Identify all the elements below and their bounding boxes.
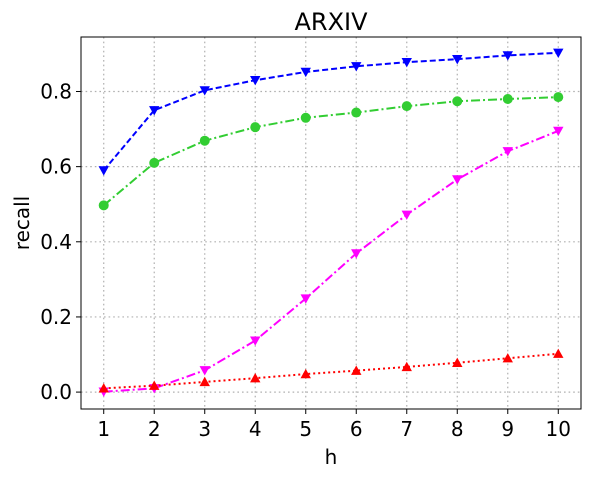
series-line <box>103 352 559 390</box>
data-point <box>351 365 362 375</box>
plot-frame <box>80 36 582 410</box>
data-point <box>502 51 513 61</box>
y-axis-label: recall <box>10 196 34 250</box>
data-point <box>98 383 109 393</box>
y-tick-label: 0.4 <box>40 230 72 254</box>
data-point <box>452 55 463 65</box>
data-point <box>553 348 564 358</box>
x-tick-label: 4 <box>249 417 262 441</box>
data-point <box>401 101 412 112</box>
y-tick-label: 0.6 <box>40 155 72 179</box>
data-point <box>351 249 362 259</box>
data-point <box>300 368 311 379</box>
data-point <box>553 92 564 103</box>
data-point <box>199 135 210 146</box>
x-tick-label: 6 <box>350 417 363 441</box>
data-point <box>401 361 412 372</box>
data-point <box>250 336 261 346</box>
x-tick-label: 9 <box>501 417 514 441</box>
series-1 <box>98 48 564 176</box>
data-point <box>553 48 564 58</box>
y-tick-label: 0.0 <box>40 380 72 404</box>
x-tick-label: 7 <box>400 417 413 441</box>
y-tick-label: 0.8 <box>40 79 72 103</box>
y-tick-label: 0.2 <box>40 305 72 329</box>
x-tick-label: 8 <box>451 417 464 441</box>
data-point <box>502 147 513 157</box>
data-point <box>199 366 210 376</box>
series-4 <box>98 348 564 393</box>
data-point <box>250 122 261 133</box>
data-point <box>300 294 311 304</box>
data-point <box>502 94 513 104</box>
x-tick-label: 3 <box>198 417 211 441</box>
series-layer <box>98 48 564 397</box>
series-line <box>103 130 559 393</box>
series-line <box>102 51 559 172</box>
data-point <box>502 353 513 363</box>
data-point <box>300 67 311 78</box>
data-point <box>98 166 109 176</box>
x-tick-label: 5 <box>299 417 312 441</box>
x-tick-label: 10 <box>546 417 571 441</box>
data-point <box>401 58 412 68</box>
data-point <box>351 62 362 72</box>
data-point <box>98 200 109 211</box>
data-point <box>149 380 160 390</box>
data-point <box>351 107 362 118</box>
data-point <box>250 372 261 383</box>
grid <box>81 37 581 409</box>
x-axis-label: h <box>325 445 338 469</box>
data-point <box>300 112 311 123</box>
data-point <box>199 376 210 387</box>
series-line <box>103 96 559 207</box>
data-point <box>452 96 463 107</box>
data-point <box>553 126 564 137</box>
data-point <box>149 157 160 168</box>
data-point <box>401 210 412 220</box>
data-point <box>452 175 463 185</box>
series-3 <box>98 126 564 397</box>
data-point <box>149 106 160 116</box>
x-tick-label: 2 <box>148 417 161 441</box>
data-point <box>452 357 463 367</box>
data-point <box>199 86 210 96</box>
series-2 <box>98 92 564 211</box>
axis-ticks: 1 2 3 4 5 6 7 8 9 10 0.0 0.2 0.4 0.6 0.8 <box>40 79 571 441</box>
chart-title: ARXIV <box>294 8 368 36</box>
x-tick-label: 1 <box>97 417 110 441</box>
data-point <box>250 76 261 86</box>
